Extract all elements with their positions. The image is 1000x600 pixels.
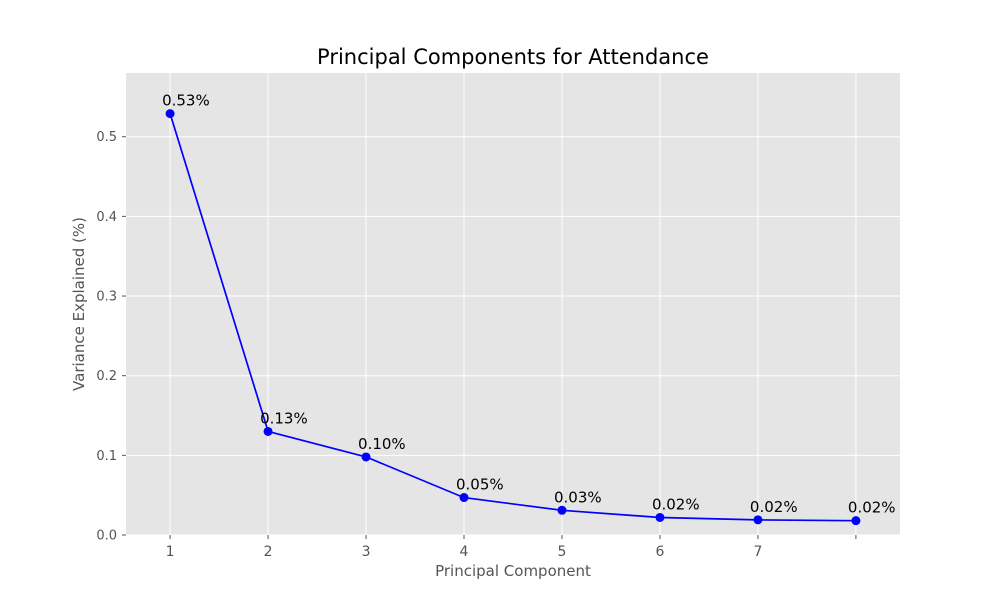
tick-marks — [122, 136, 857, 539]
x-tick-label: 4 — [460, 544, 469, 560]
data-point — [263, 426, 273, 436]
series-line — [169, 113, 856, 522]
data-point — [753, 515, 763, 525]
data-label: 0.05% — [456, 476, 504, 494]
x-axis-label: Principal Component — [435, 562, 591, 580]
data-label: 0.03% — [554, 488, 602, 506]
y-tick-label: 0.1 — [96, 449, 117, 464]
data-label: 0.02% — [750, 498, 798, 516]
y-tick-label: 0.5 — [96, 130, 117, 145]
x-tick-label: 2 — [264, 544, 273, 560]
y-tick-label: 0.4 — [96, 210, 117, 225]
data-label: 0.53% — [162, 92, 210, 110]
data-point — [851, 516, 861, 526]
data-label: 0.02% — [652, 495, 700, 513]
data-point — [655, 512, 665, 522]
data-label: 0.13% — [260, 409, 308, 427]
x-tick-label: 1 — [166, 544, 175, 560]
plot-area — [126, 73, 900, 535]
data-label: 0.10% — [358, 435, 406, 453]
x-tick-label: 5 — [558, 544, 567, 560]
x-tick-label: 6 — [656, 544, 665, 560]
data-point — [557, 505, 567, 515]
grid-lines — [126, 73, 900, 536]
x-tick-label: 3 — [362, 544, 371, 560]
data-labels: 0.53% 0.13% 0.10% 0.05% 0.03% 0.02% 0.02% 0.02% — [162, 92, 895, 517]
data-point — [459, 493, 469, 503]
y-tick-label: 0.3 — [96, 290, 117, 305]
y-axis-label: Variance Explained (%) — [70, 217, 88, 391]
series-layer — [165, 109, 861, 526]
data-point — [361, 452, 371, 462]
chart-title: Principal Components for Attendance — [317, 45, 709, 69]
y-tick-label: 0.0 — [96, 529, 117, 544]
y-tick-label: 0.2 — [96, 369, 117, 384]
data-label: 0.02% — [848, 499, 896, 517]
y-tick-labels: 0.0 0.1 0.2 0.3 0.4 0.5 — [96, 130, 117, 543]
x-tick-label: 7 — [753, 544, 762, 560]
x-tick-labels: 1 2 3 4 5 6 7 — [166, 544, 763, 560]
data-point — [165, 109, 175, 119]
